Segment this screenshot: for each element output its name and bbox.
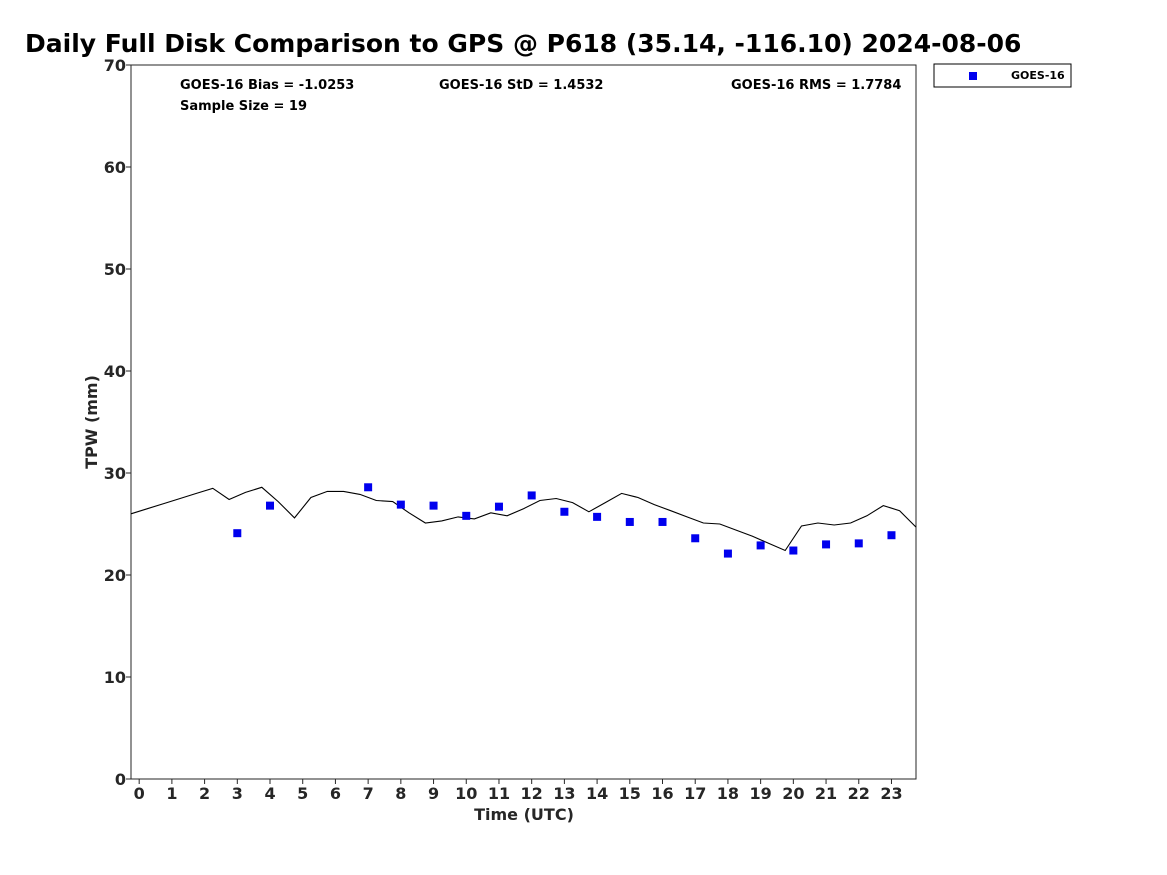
y-tick-label: 30 [104,464,126,483]
x-tick-label: 8 [395,784,406,803]
x-tick-label: 17 [684,784,706,803]
x-tick-label: 12 [521,784,543,803]
y-axis: 0 10 20 30 40 50 60 70 [104,56,131,789]
chart-title: Daily Full Disk Comparison to GPS @ P618… [25,29,1021,58]
y-tick-label: 50 [104,260,126,279]
x-tick-label: 2 [199,784,210,803]
goes-16-point [396,500,405,509]
y-axis-label: TPW (mm) [82,375,101,469]
x-axis-label: Time (UTC) [474,805,574,824]
x-tick-label: 13 [553,784,575,803]
x-tick-label: 14 [586,784,608,803]
x-tick-label: 19 [750,784,772,803]
goes-16-point [494,502,503,511]
x-tick-label: 18 [717,784,739,803]
x-tick-label: 10 [455,784,477,803]
goes-16-point [887,531,896,540]
goes-16-point [822,540,831,549]
rms-stat: GOES-16 RMS = 1.7784 [731,78,901,93]
x-tick-label: 20 [782,784,804,803]
x-tick-label: 3 [232,784,243,803]
goes-16-series [233,483,896,558]
goes-16-point [691,534,700,543]
gps-line [130,486,917,552]
x-tick-label: 6 [330,784,341,803]
goes-16-point [789,546,798,555]
legend: GOES-16 [933,63,1072,88]
legend-box [933,63,1072,88]
y-tick-label: 0 [115,770,126,789]
goes-16-point [233,529,242,538]
y-tick-label: 60 [104,158,126,177]
goes-16-point [756,541,765,550]
x-tick-label: 9 [428,784,439,803]
x-tick-label: 4 [264,784,275,803]
goes-16-point [527,491,536,500]
x-tick-label: 7 [363,784,374,803]
sample-size-stat: Sample Size = 19 [180,99,307,114]
x-axis: 0 1 2 3 4 5 6 7 8 9 10 11 12 13 14 15 16 17 18 19 20 21 22 23 [134,779,903,803]
std-stat: GOES-16 StD = 1.4532 [439,78,603,93]
x-tick-label: 5 [297,784,308,803]
gps-line-series [130,486,917,552]
x-tick-label: 15 [619,784,641,803]
y-tick-label: 10 [104,668,126,687]
goes-16-point [462,511,471,520]
legend-marker-goes-16 [969,72,977,80]
goes-16-point [429,501,438,510]
legend-label-goes-16: GOES-16 [1011,69,1065,82]
x-tick-label: 11 [488,784,510,803]
x-tick-label: 1 [166,784,177,803]
x-tick-label: 16 [651,784,673,803]
x-tick-label: 0 [134,784,145,803]
y-tick-label: 40 [104,362,126,381]
goes-16-point [266,501,275,510]
y-tick-label: 20 [104,566,126,585]
bias-stat: GOES-16 Bias = -1.0253 [180,78,354,93]
goes-16-point [593,512,602,521]
plot-area [130,64,917,780]
x-tick-label: 21 [815,784,837,803]
x-tick-label: 22 [848,784,870,803]
goes-16-point [364,483,373,492]
x-tick-label: 23 [880,784,902,803]
goes-16-point [658,517,667,526]
goes-16-point [625,517,634,526]
y-tick-label: 70 [104,56,126,75]
goes-16-point [723,549,732,558]
goes-16-point [560,507,569,516]
goes-16-point [854,539,863,548]
